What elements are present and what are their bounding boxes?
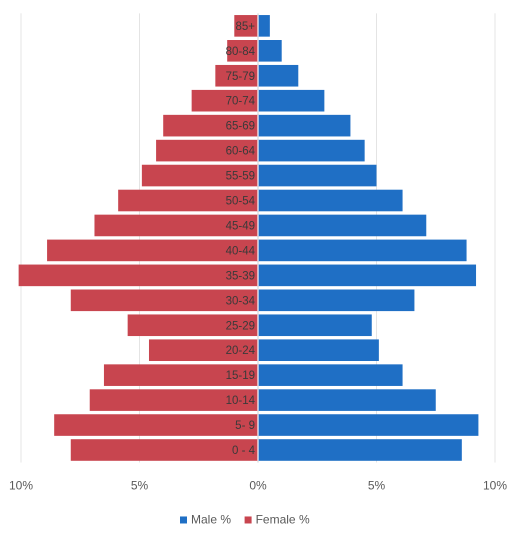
category-label-13: 65-69 bbox=[226, 121, 255, 133]
bar-female-2 bbox=[89, 389, 258, 411]
bar-male-17 bbox=[258, 15, 270, 37]
bar-female-16 bbox=[227, 40, 258, 62]
legend: Male % Female % bbox=[180, 512, 310, 526]
category-label-2: 10-14 bbox=[226, 395, 256, 407]
legend-swatch-0 bbox=[180, 516, 187, 524]
x-tick-label-4: 10% bbox=[483, 478, 507, 492]
category-label-5: 25-29 bbox=[226, 320, 255, 332]
bar-female-9 bbox=[94, 214, 258, 237]
bar-male-2 bbox=[258, 389, 436, 411]
bar-female-15 bbox=[215, 64, 258, 87]
bar-female-11 bbox=[141, 164, 258, 187]
category-label-3: 15-19 bbox=[226, 370, 255, 382]
bar-male-5 bbox=[258, 314, 372, 337]
x-axis-ticks-layer: 10% 5% 0% 5% 10% bbox=[9, 478, 507, 492]
bar-female-10 bbox=[118, 189, 258, 212]
bar-male-8 bbox=[258, 239, 467, 262]
category-label-0: 0 - 4 bbox=[232, 445, 256, 457]
bars-layer bbox=[18, 15, 479, 461]
category-label-4: 20-24 bbox=[226, 345, 256, 357]
category-label-12: 60-64 bbox=[226, 146, 256, 158]
legend-label-0: Male % bbox=[191, 512, 231, 526]
bar-female-1 bbox=[54, 414, 259, 436]
bar-female-14 bbox=[191, 89, 258, 112]
bar-female-5 bbox=[127, 314, 259, 337]
bar-male-12 bbox=[258, 139, 365, 162]
category-labels-layer: 0 - 4 5- 9 10-14 15-19 20-24 25-29 30-34 35-39 4… bbox=[226, 21, 256, 457]
category-label-7: 35-39 bbox=[226, 270, 255, 282]
bar-male-3 bbox=[258, 364, 403, 386]
bar-female-0 bbox=[70, 439, 259, 461]
bar-female-4 bbox=[148, 339, 258, 361]
category-label-17: 85+ bbox=[235, 21, 255, 33]
bar-male-4 bbox=[258, 339, 379, 361]
bar-male-1 bbox=[258, 414, 479, 436]
x-tick-label-2: 0% bbox=[249, 478, 267, 492]
bar-male-15 bbox=[258, 64, 299, 87]
category-label-11: 55-59 bbox=[226, 171, 255, 183]
bar-male-14 bbox=[258, 89, 325, 112]
bar-male-0 bbox=[258, 439, 462, 461]
bar-male-11 bbox=[258, 164, 377, 187]
category-label-16: 80-84 bbox=[226, 46, 256, 58]
x-tick-label-0: 10% bbox=[9, 478, 33, 492]
bar-male-9 bbox=[258, 214, 427, 237]
grid-layer bbox=[20, 13, 496, 463]
bar-female-17 bbox=[234, 15, 258, 37]
legend-label-1: Female % bbox=[256, 512, 310, 526]
bar-male-16 bbox=[258, 40, 282, 62]
category-label-14: 70-74 bbox=[226, 96, 256, 108]
bar-male-7 bbox=[258, 264, 477, 287]
bar-female-8 bbox=[47, 239, 258, 262]
bar-female-3 bbox=[103, 364, 258, 386]
category-label-9: 45-49 bbox=[226, 220, 255, 232]
category-label-8: 40-44 bbox=[226, 245, 256, 257]
legend-swatch-1 bbox=[244, 516, 252, 524]
category-label-6: 30-34 bbox=[226, 295, 256, 307]
bar-female-13 bbox=[163, 114, 258, 137]
bar-female-7 bbox=[18, 264, 258, 287]
x-tick-label-1: 5% bbox=[131, 478, 149, 492]
category-label-1: 5- 9 bbox=[235, 420, 255, 432]
category-label-10: 50-54 bbox=[226, 196, 256, 208]
bar-male-10 bbox=[258, 189, 403, 212]
x-tick-label-3: 5% bbox=[368, 478, 386, 492]
category-label-15: 75-79 bbox=[226, 71, 255, 83]
bar-female-6 bbox=[70, 289, 259, 312]
bar-male-6 bbox=[258, 289, 415, 312]
bar-female-12 bbox=[156, 139, 258, 162]
bar-male-13 bbox=[258, 114, 351, 137]
